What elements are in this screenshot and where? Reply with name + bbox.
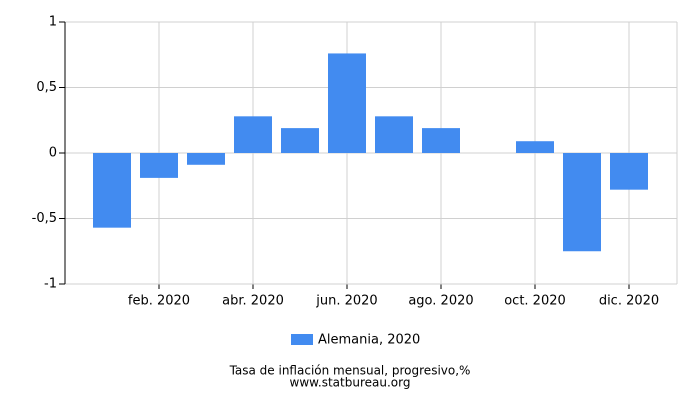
- source: www.statbureau.org: [290, 376, 411, 390]
- bar: [93, 153, 131, 228]
- x-tick-label: feb. 2020: [128, 294, 190, 309]
- x-tick-label: jun. 2020: [315, 294, 377, 309]
- legend-swatch: [291, 334, 313, 345]
- bar: [422, 128, 460, 153]
- x-tick-label: dic. 2020: [599, 294, 659, 309]
- bar: [563, 153, 601, 252]
- x-tick-label: abr. 2020: [222, 294, 284, 309]
- x-tick-label: oct. 2020: [504, 294, 566, 309]
- legend-label: Alemania, 2020: [318, 333, 420, 348]
- bar: [516, 141, 554, 153]
- bar: [140, 153, 178, 178]
- bar: [375, 116, 413, 153]
- y-tick-label: 0,5: [36, 80, 57, 95]
- bar: [187, 153, 225, 165]
- y-tick-label: -1: [44, 277, 57, 292]
- x-tick-label: ago. 2020: [408, 294, 473, 309]
- bar: [610, 153, 648, 190]
- chart-title: Tasa de inflación mensual, progresivo,%: [229, 364, 471, 378]
- y-tick-label: 1: [49, 15, 57, 30]
- y-tick-label: -0,5: [32, 211, 57, 226]
- bar: [234, 116, 272, 153]
- y-tick-label: 0: [49, 146, 57, 161]
- bar: [328, 53, 366, 153]
- bar: [281, 128, 319, 153]
